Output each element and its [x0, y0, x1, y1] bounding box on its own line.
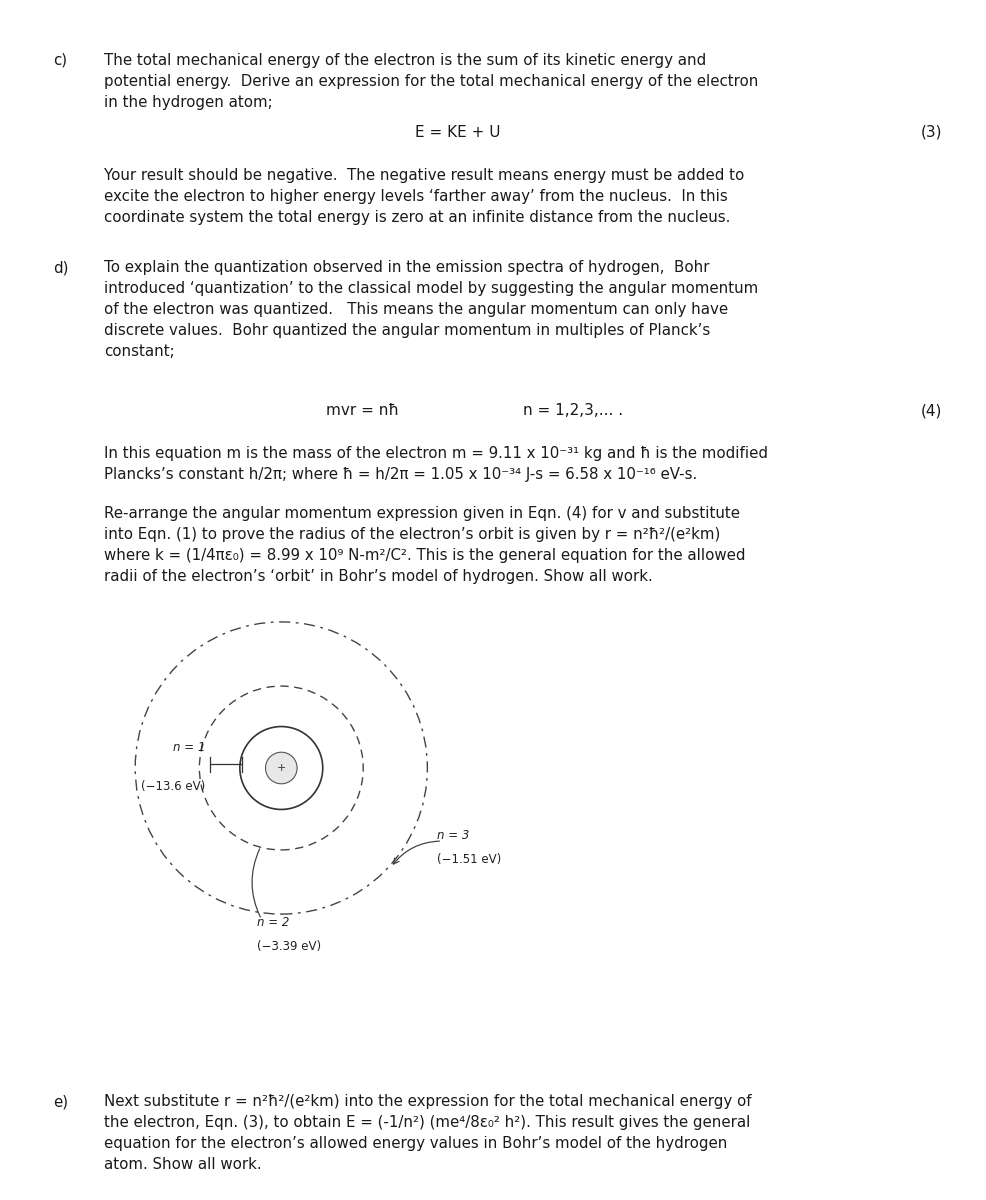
Text: c): c) — [53, 53, 67, 67]
Text: n = 2: n = 2 — [256, 916, 289, 929]
Text: d): d) — [53, 260, 69, 275]
Text: (3): (3) — [920, 125, 942, 139]
Ellipse shape — [265, 752, 297, 784]
Text: The total mechanical energy of the electron is the sum of its kinetic energy and: The total mechanical energy of the elect… — [104, 53, 757, 109]
Text: Your result should be negative.  The negative result means energy must be added : Your result should be negative. The nega… — [104, 168, 743, 226]
Text: n = 3: n = 3 — [437, 829, 469, 842]
Text: (4): (4) — [920, 403, 942, 418]
Text: (−13.6 eV): (−13.6 eV) — [141, 780, 205, 793]
Text: e): e) — [53, 1094, 68, 1109]
Text: +: + — [276, 763, 286, 773]
Text: E = KE + U: E = KE + U — [414, 125, 500, 139]
Text: (−1.51 eV): (−1.51 eV) — [437, 853, 501, 866]
Text: mvr = nħ: mvr = nħ — [325, 403, 398, 418]
Text: To explain the quantization observed in the emission spectra of hydrogen,  Bohr
: To explain the quantization observed in … — [104, 260, 757, 360]
Text: In this equation m is the mass of the electron m = 9.11 x 10⁻³¹ kg and ħ is the : In this equation m is the mass of the el… — [104, 446, 767, 482]
Text: n = 1,2,3,... .: n = 1,2,3,... . — [523, 403, 622, 418]
Text: Re-arrange the angular momentum expression given in Eqn. (4) for v and substitut: Re-arrange the angular momentum expressi… — [104, 506, 744, 584]
Text: Next substitute r = n²ħ²/(e²km) into the expression for the total mechanical ene: Next substitute r = n²ħ²/(e²km) into the… — [104, 1094, 750, 1172]
Text: (−3.39 eV): (−3.39 eV) — [256, 940, 320, 953]
Text: n = 1: n = 1 — [173, 740, 205, 754]
